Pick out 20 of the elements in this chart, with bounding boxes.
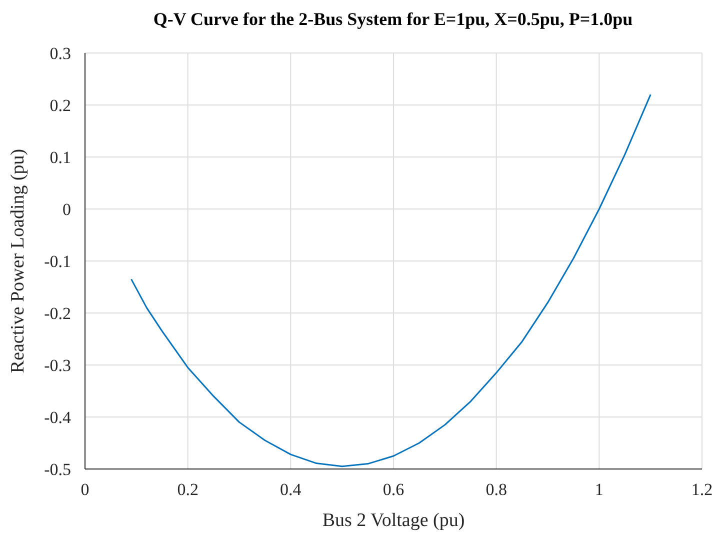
line-series (130, 94, 652, 468)
x-tick-label: 1 (594, 480, 604, 500)
y-tick-label: 0.2 (50, 96, 71, 116)
chart-title: Q-V Curve for the 2-Bus System for E=1pu, X=0.5pu, P=1.0pu (153, 9, 633, 29)
y-tick-label: 0.3 (50, 44, 71, 64)
y-tick-label: -0.1 (44, 252, 71, 272)
y-tick-label: -0.4 (44, 408, 72, 428)
y-tick-label: 0.1 (50, 148, 71, 168)
x-tick-label: 0.4 (280, 480, 302, 500)
x-tick-label: 0 (80, 480, 90, 500)
y-tick-label: -0.2 (44, 304, 71, 324)
y-tick-label: -0.5 (44, 460, 71, 480)
y-axis-title: Reactive Power Loading (pu) (8, 148, 29, 374)
y-tick-label: -0.3 (44, 356, 71, 376)
x-tick-label: 0.2 (177, 480, 198, 500)
y-tick-label: 0 (62, 200, 71, 220)
x-tick-label: 0.8 (486, 480, 507, 500)
x-axis-title: Bus 2 Voltage (pu) (322, 510, 465, 531)
x-tick-label: 1.2 (691, 480, 713, 500)
x-tick-label: 0.6 (382, 480, 404, 500)
